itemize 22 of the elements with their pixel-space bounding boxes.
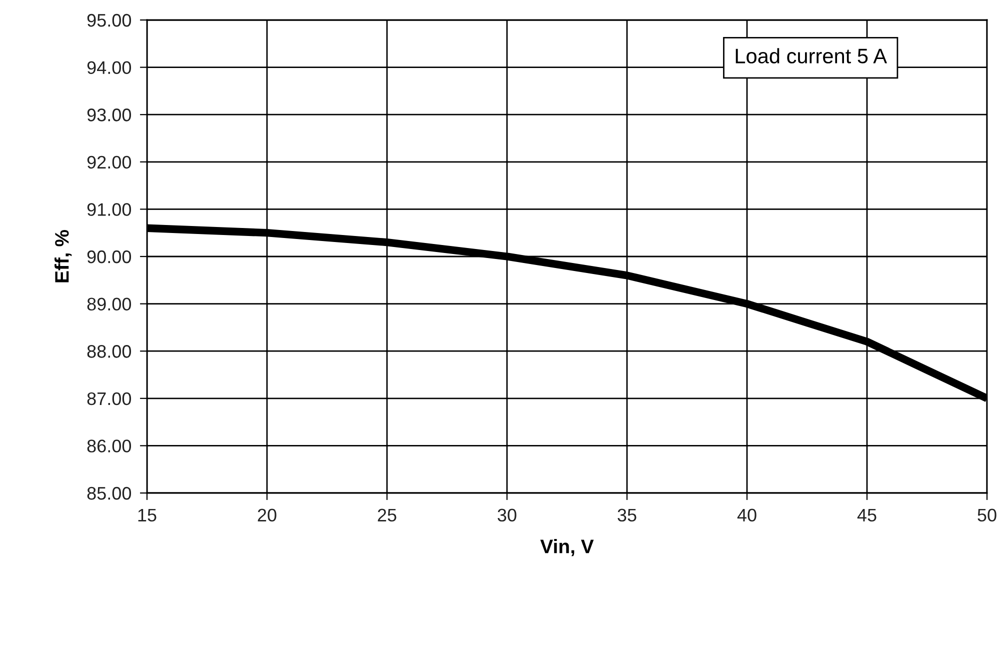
y-tick-label: 93.00 bbox=[87, 108, 132, 122]
y-tick-label: 92.00 bbox=[87, 156, 132, 169]
x-axis-title: Vin, V bbox=[540, 539, 594, 556]
annotation: Load current 5 A bbox=[736, 48, 888, 64]
y-tick-label: 86.00 bbox=[87, 440, 132, 452]
x-tick-label: 50 bbox=[978, 508, 996, 522]
x-tick-label: 25 bbox=[378, 508, 396, 522]
y-tick-label: 90.00 bbox=[87, 250, 132, 264]
y-tick-label: 94.00 bbox=[87, 61, 132, 74]
x-tick-label: 30 bbox=[498, 508, 516, 522]
x-tick-label: 40 bbox=[737, 508, 756, 522]
y-tick-label: 95.00 bbox=[87, 14, 132, 27]
x-tick-label: 35 bbox=[618, 508, 636, 522]
y-axis-title: Eff, % bbox=[54, 230, 72, 282]
x-tick-label: 15 bbox=[138, 508, 156, 522]
y-tick-label: 88.00 bbox=[87, 345, 132, 358]
x-tick-label: 45 bbox=[857, 508, 876, 522]
y-tick-label: 87.00 bbox=[87, 392, 132, 406]
y-tick-label: 85.00 bbox=[87, 486, 132, 500]
x-tick-label: 20 bbox=[258, 508, 276, 522]
y-tick-label: 91.00 bbox=[87, 203, 132, 216]
y-tick-label: 89.00 bbox=[87, 298, 132, 311]
